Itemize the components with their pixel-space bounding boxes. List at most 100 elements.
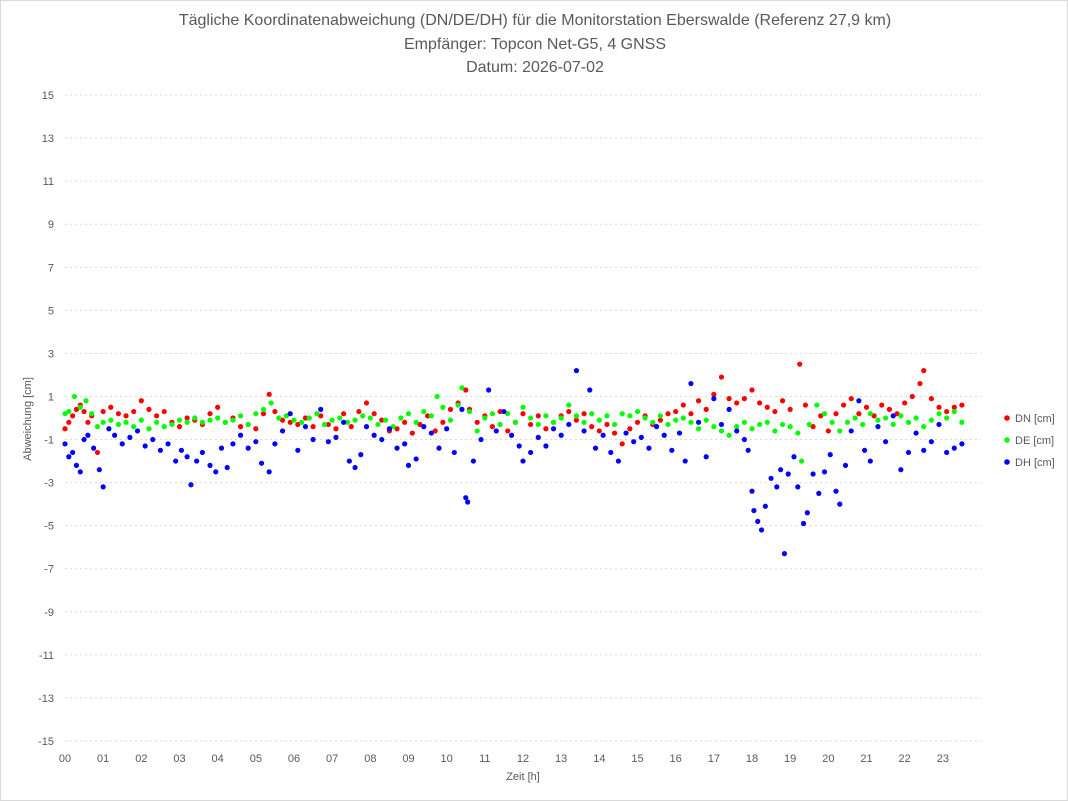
- data-point: [279, 417, 286, 423]
- data-point: [199, 449, 205, 456]
- data-point: [505, 411, 511, 417]
- data-point: [402, 419, 408, 425]
- data-point: [341, 419, 347, 425]
- legend-label: DN [cm]: [1015, 413, 1055, 425]
- data-point: [344, 419, 351, 425]
- data-point: [589, 424, 595, 430]
- data-point: [785, 471, 791, 477]
- data-point: [131, 424, 137, 430]
- data-point: [360, 413, 366, 419]
- data-point: [566, 408, 572, 415]
- data-point: [612, 421, 618, 428]
- legend-label: DH [cm]: [1015, 457, 1055, 469]
- data-point: [558, 415, 564, 421]
- data-point: [619, 411, 625, 417]
- data-point: [871, 413, 877, 419]
- data-point: [253, 411, 259, 417]
- data-point: [66, 419, 72, 425]
- data-point: [333, 426, 339, 432]
- data-point: [413, 419, 419, 425]
- data-point: [447, 417, 454, 423]
- data-point: [528, 449, 534, 456]
- data-point: [959, 402, 965, 408]
- data-point: [91, 445, 97, 451]
- data-point: [535, 421, 541, 428]
- data-point: [71, 393, 78, 400]
- data-point: [535, 413, 541, 419]
- x-tick-label: 09: [402, 753, 414, 765]
- x-tick-label: 14: [593, 753, 605, 765]
- data-point: [821, 469, 828, 475]
- data-point: [867, 411, 873, 417]
- data-point: [405, 462, 412, 468]
- legend-marker: [1004, 415, 1010, 421]
- data-point: [688, 411, 694, 417]
- data-point: [245, 421, 251, 428]
- data-point: [436, 445, 442, 451]
- data-point: [657, 413, 664, 419]
- data-point: [424, 413, 431, 419]
- data-point: [184, 419, 190, 425]
- y-tick-label: -9: [44, 607, 54, 619]
- data-point: [138, 398, 144, 404]
- data-point: [493, 428, 499, 434]
- data-point: [287, 419, 293, 425]
- data-point: [734, 428, 740, 434]
- data-point: [302, 415, 309, 421]
- data-point: [749, 488, 755, 494]
- data-point: [581, 428, 587, 434]
- data-point: [314, 411, 320, 417]
- data-point: [520, 411, 526, 417]
- data-point: [879, 402, 885, 408]
- data-point: [627, 426, 633, 432]
- data-point: [682, 458, 688, 464]
- data-point: [215, 404, 221, 410]
- data-point: [665, 411, 671, 417]
- data-point: [169, 421, 175, 428]
- x-tick-label: 03: [173, 753, 185, 765]
- data-point: [543, 413, 549, 419]
- data-point: [432, 428, 438, 434]
- data-point: [829, 419, 835, 425]
- data-point: [852, 415, 858, 421]
- data-point: [755, 518, 761, 524]
- data-point: [81, 436, 87, 443]
- y-axis-label: Abweichung [cm]: [22, 377, 34, 461]
- data-point: [936, 421, 942, 428]
- x-tick-label: 13: [555, 753, 567, 765]
- data-point: [482, 415, 488, 421]
- data-point: [573, 413, 580, 419]
- data-point: [860, 421, 866, 428]
- data-point: [318, 406, 324, 412]
- data-point: [85, 432, 91, 438]
- data-point: [466, 408, 473, 415]
- data-point: [497, 421, 503, 428]
- data-point: [890, 421, 896, 428]
- data-point: [302, 424, 309, 430]
- data-point: [178, 447, 185, 453]
- data-point: [758, 527, 765, 533]
- data-point: [398, 415, 404, 421]
- data-point: [944, 449, 950, 456]
- data-point: [295, 447, 301, 453]
- x-tick-label: 00: [59, 753, 71, 765]
- data-point: [898, 467, 904, 473]
- data-point: [478, 436, 484, 443]
- data-point: [489, 411, 496, 417]
- data-point: [272, 441, 278, 447]
- data-point: [928, 417, 934, 423]
- data-point: [833, 488, 839, 494]
- x-tick-label: 01: [97, 753, 109, 765]
- data-point: [295, 421, 301, 428]
- data-point: [779, 421, 786, 428]
- y-tick-label: 7: [48, 262, 54, 274]
- data-point: [543, 443, 549, 449]
- data-point: [508, 432, 515, 438]
- data-point: [909, 393, 915, 400]
- data-point: [409, 430, 415, 436]
- data-point: [405, 411, 412, 417]
- data-point: [951, 404, 957, 410]
- data-point: [657, 417, 664, 423]
- data-point: [184, 415, 190, 421]
- data-point: [161, 424, 167, 430]
